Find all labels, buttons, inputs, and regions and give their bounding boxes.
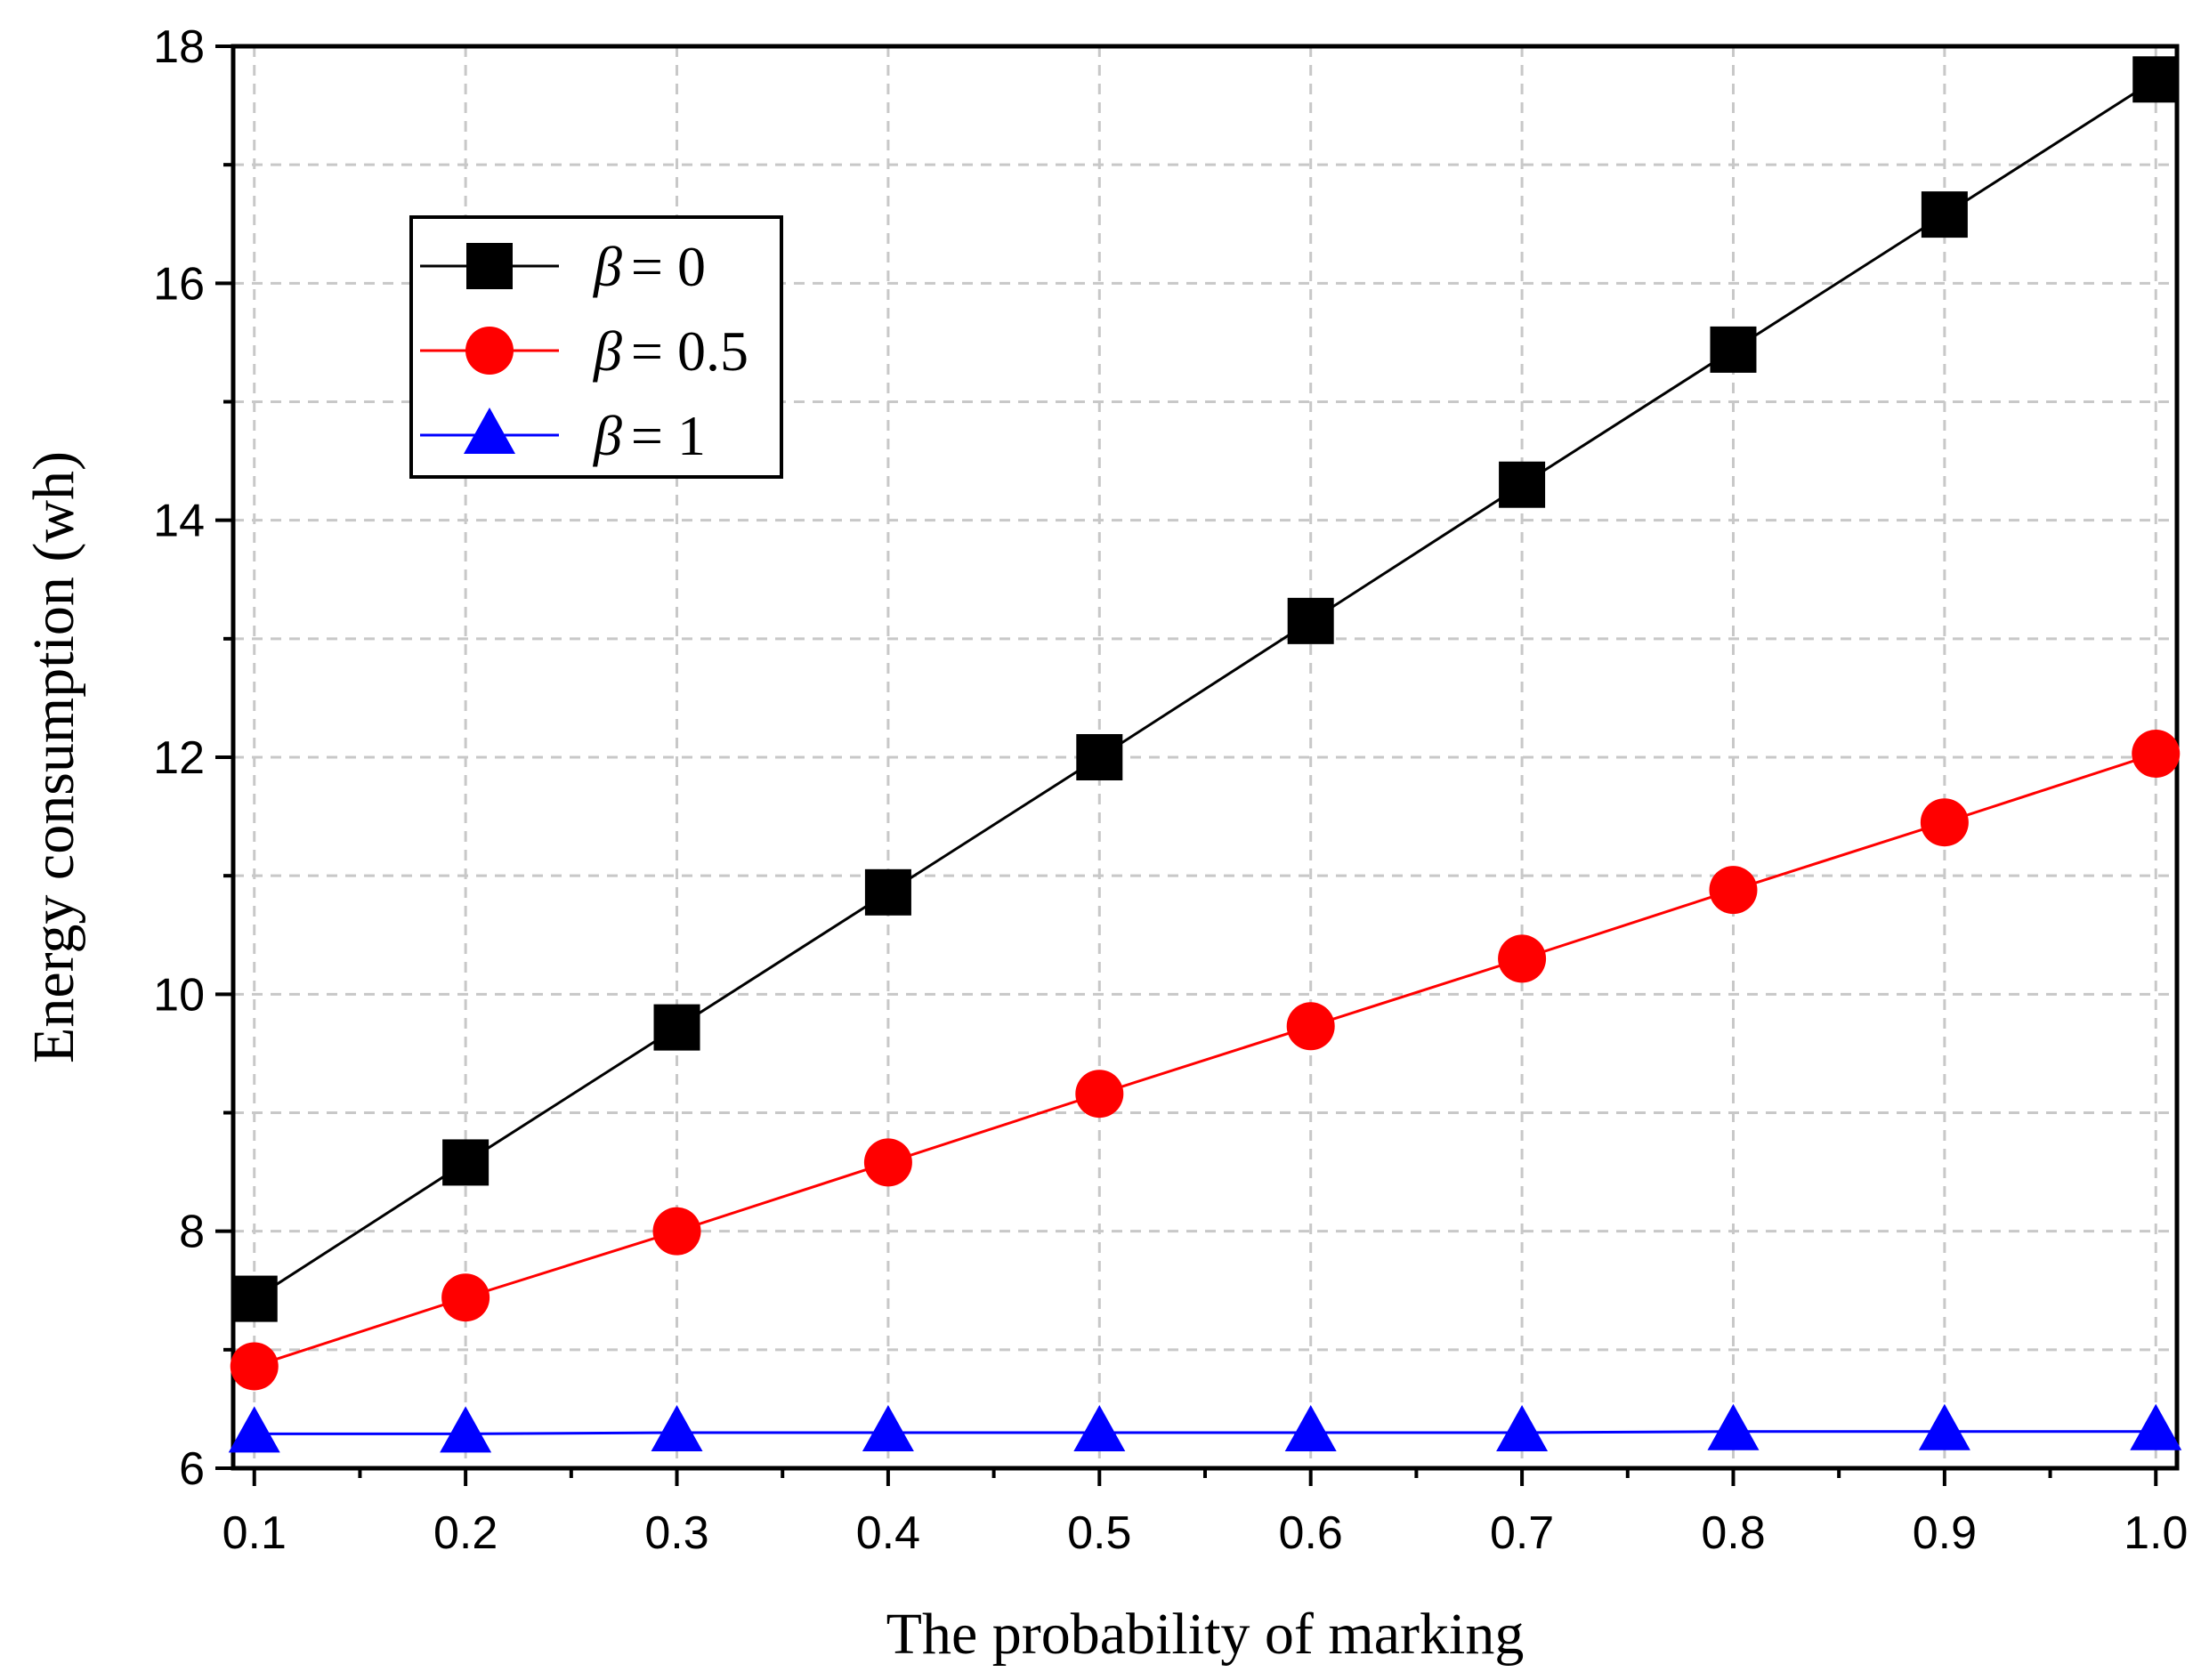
data-point-circle — [441, 1273, 490, 1322]
data-point-triangle — [1073, 1405, 1126, 1452]
legend-label: β = 0.5 — [592, 319, 748, 383]
legend: β = 0β = 0.5β = 1 — [409, 215, 783, 479]
data-point-circle — [2132, 730, 2181, 779]
data-point-square — [653, 1004, 700, 1051]
legend-marker-circle — [465, 327, 514, 375]
data-point-square — [1499, 461, 1546, 508]
legend-label: β = 0 — [592, 235, 706, 298]
data-point-circle — [863, 1138, 912, 1187]
legend-beta-symbol: β — [592, 319, 622, 383]
x-tick-label: 0.9 — [1913, 1507, 1977, 1559]
data-point-circle — [230, 1342, 279, 1391]
x-tick-label: 0.4 — [856, 1507, 920, 1559]
x-tick-label: 1.0 — [2124, 1507, 2188, 1559]
x-tick-label: 0.6 — [1279, 1507, 1343, 1559]
data-point-triangle — [1496, 1405, 1549, 1452]
legend-label: β = 1 — [592, 404, 706, 467]
x-axis-title: The probability of marking — [886, 1602, 1525, 1667]
data-point-triangle — [1707, 1403, 1760, 1450]
y-tick-label: 16 — [153, 258, 205, 310]
legend-item: β = 0 — [420, 235, 706, 298]
x-tick-label: 0.1 — [223, 1507, 287, 1559]
x-tick-label: 0.7 — [1490, 1507, 1554, 1559]
data-point-circle — [652, 1207, 701, 1256]
data-point-square — [1921, 191, 1968, 238]
y-tick-label: 14 — [153, 496, 205, 547]
y-tick-label: 8 — [179, 1207, 205, 1258]
series-line — [254, 752, 2156, 1368]
y-tick-label: 18 — [153, 21, 205, 73]
data-point-circle — [1286, 1002, 1335, 1051]
legend-value: = 0.5 — [631, 319, 748, 383]
legend-beta-symbol: β — [592, 235, 622, 298]
data-point-circle — [1075, 1070, 1124, 1119]
x-tick-label: 0.2 — [433, 1507, 498, 1559]
y-axis-title: Energy consumption (wh) — [21, 451, 86, 1063]
data-point-circle — [1498, 934, 1547, 983]
x-tick-label: 0.8 — [1701, 1507, 1765, 1559]
legend-item: β = 0.5 — [420, 319, 748, 383]
legend-value: = 0 — [631, 235, 706, 298]
data-point-triangle — [2130, 1403, 2182, 1450]
data-point-square — [1710, 326, 1757, 373]
data-point-triangle — [1284, 1405, 1337, 1452]
data-point-square — [231, 1275, 278, 1322]
series-line — [254, 1430, 2156, 1435]
data-point-square — [864, 868, 911, 916]
series-circle — [230, 730, 2181, 1391]
x-tick-label: 0.3 — [644, 1507, 708, 1559]
data-point-circle — [1920, 798, 1969, 847]
legend-beta-symbol: β — [592, 404, 622, 467]
legend-item: β = 1 — [420, 404, 706, 467]
data-point-square — [1287, 597, 1334, 644]
series-triangle — [228, 1403, 2182, 1453]
legend-marker-triangle — [464, 408, 515, 454]
y-tick-label: 6 — [179, 1443, 205, 1495]
y-tick-label: 12 — [153, 732, 205, 784]
data-point-square — [442, 1139, 490, 1186]
data-point-triangle — [651, 1405, 703, 1452]
series-layer — [228, 56, 2182, 1453]
y-tick-label: 10 — [153, 969, 205, 1021]
legend-value: = 1 — [631, 404, 706, 467]
data-point-triangle — [1918, 1403, 1970, 1450]
series-square — [231, 56, 2180, 1322]
data-point-circle — [1709, 866, 1758, 915]
data-point-triangle — [228, 1406, 280, 1453]
x-tick-label: 0.5 — [1067, 1507, 1131, 1559]
data-point-square — [2132, 56, 2180, 103]
series-line — [253, 78, 2157, 1300]
data-point-triangle — [862, 1405, 914, 1452]
axis-ticks: 0.1 0.2 0.3 0.4 0.5 0.6 0.7 0.8 0.9 1.0 6 8 10 12 14 16… — [153, 21, 2188, 1559]
data-point-square — [1076, 734, 1123, 780]
legend-marker-square — [466, 243, 513, 289]
data-point-triangle — [440, 1406, 492, 1453]
